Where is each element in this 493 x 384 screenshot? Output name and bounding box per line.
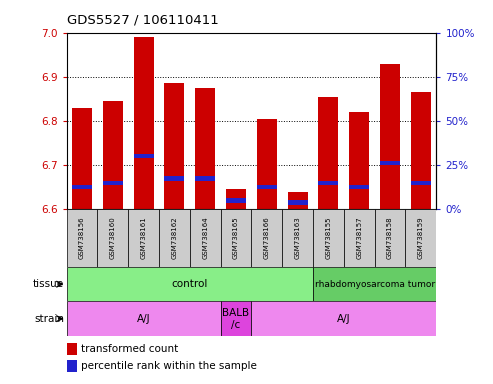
Bar	[98, 209, 128, 267]
Bar	[411, 180, 431, 185]
Bar	[226, 198, 246, 203]
Bar	[257, 119, 277, 209]
Text: BALB
/c: BALB /c	[222, 308, 249, 329]
Bar	[128, 209, 159, 267]
Text: tissue: tissue	[33, 279, 64, 289]
Bar	[313, 267, 436, 301]
Bar	[344, 209, 375, 267]
Bar	[159, 209, 190, 267]
Text: GSM738163: GSM738163	[295, 217, 301, 260]
Bar	[318, 97, 339, 209]
Text: GSM738164: GSM738164	[202, 217, 208, 260]
Bar	[72, 108, 92, 209]
Bar	[349, 185, 369, 189]
Bar	[195, 176, 215, 180]
Bar	[287, 192, 308, 209]
Text: GSM738158: GSM738158	[387, 217, 393, 260]
Bar	[103, 101, 123, 209]
Text: percentile rank within the sample: percentile rank within the sample	[81, 361, 257, 371]
Bar	[103, 180, 123, 185]
Text: rhabdomyosarcoma tumor: rhabdomyosarcoma tumor	[315, 280, 435, 289]
Bar	[164, 83, 184, 209]
Text: A/J: A/J	[137, 314, 150, 324]
Text: GSM738157: GSM738157	[356, 217, 362, 260]
Bar	[318, 180, 339, 185]
Text: strain: strain	[34, 314, 64, 324]
Bar	[221, 301, 251, 336]
Text: GSM738162: GSM738162	[172, 217, 177, 260]
Text: GSM738165: GSM738165	[233, 217, 239, 260]
Bar	[287, 200, 308, 205]
Bar	[226, 189, 246, 209]
Bar	[251, 301, 436, 336]
Bar	[251, 209, 282, 267]
Bar	[134, 37, 154, 209]
Bar	[134, 154, 154, 159]
Text: GSM738156: GSM738156	[79, 217, 85, 260]
Text: A/J: A/J	[337, 314, 351, 324]
Bar	[313, 209, 344, 267]
Bar	[221, 209, 251, 267]
Text: GSM738160: GSM738160	[110, 217, 116, 260]
Bar	[195, 88, 215, 209]
Text: transformed count: transformed count	[81, 344, 178, 354]
Text: GSM738161: GSM738161	[141, 217, 146, 260]
Bar	[405, 209, 436, 267]
Bar	[257, 185, 277, 189]
Bar	[67, 301, 221, 336]
Text: GSM738166: GSM738166	[264, 217, 270, 260]
Bar	[282, 209, 313, 267]
Bar	[164, 176, 184, 180]
Bar	[190, 209, 221, 267]
Bar	[411, 92, 431, 209]
Text: control: control	[172, 279, 208, 289]
Bar	[67, 209, 98, 267]
Bar	[375, 209, 405, 267]
Bar	[67, 267, 313, 301]
Text: GSM738159: GSM738159	[418, 217, 424, 260]
Text: GSM738155: GSM738155	[325, 217, 331, 259]
Bar	[72, 185, 92, 189]
Text: GDS5527 / 106110411: GDS5527 / 106110411	[67, 14, 218, 27]
Bar	[349, 112, 369, 209]
Bar	[380, 161, 400, 165]
Bar	[380, 64, 400, 209]
